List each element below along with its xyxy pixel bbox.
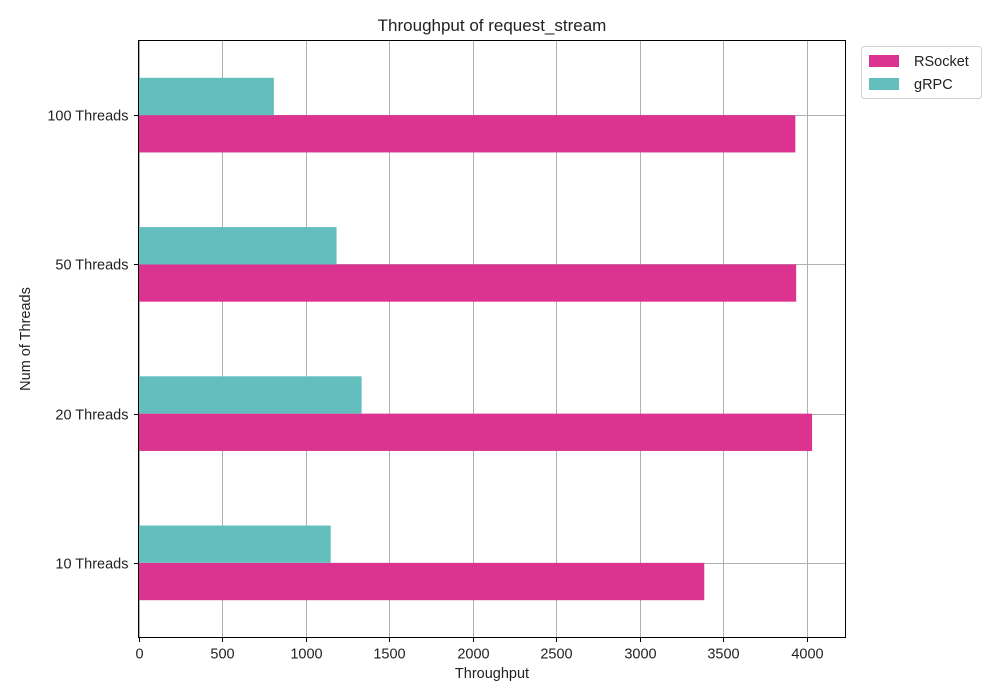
bar-rsocket bbox=[138, 264, 797, 302]
bar-rsocket bbox=[138, 413, 813, 451]
bar-grpc bbox=[138, 376, 362, 414]
bars-group bbox=[138, 77, 813, 601]
x-axis-label: Throughput bbox=[455, 666, 529, 682]
x-tick-label: 3000 bbox=[624, 647, 656, 663]
y-tick-label: 100 Threads bbox=[47, 109, 128, 125]
x-tick-label: 1000 bbox=[290, 647, 322, 663]
bar-grpc bbox=[138, 227, 337, 265]
chart-title: Throughput of request_stream bbox=[378, 16, 607, 35]
legend: RSocket gRPC bbox=[861, 46, 982, 99]
y-tick-label: 10 Threads bbox=[55, 557, 128, 573]
x-tick-label: 2500 bbox=[540, 647, 572, 663]
bar-rsocket bbox=[138, 115, 796, 153]
y-tick-label: 20 Threads bbox=[55, 408, 128, 424]
x-tick-label: 4000 bbox=[791, 647, 823, 663]
x-tick-label: 500 bbox=[210, 647, 234, 663]
bar-rsocket bbox=[138, 562, 705, 601]
plot-frame bbox=[138, 40, 846, 638]
bar-grpc bbox=[138, 525, 331, 563]
legend-label-grpc: gRPC bbox=[914, 77, 953, 93]
x-tick-label: 1500 bbox=[373, 647, 405, 663]
y-axis-ticks: 10 Threads 20 Threads 50 Threads 100 Thread… bbox=[47, 109, 139, 573]
y-tick-label: 50 Threads bbox=[55, 258, 128, 274]
legend-swatch-rsocket bbox=[869, 55, 899, 67]
bar-grpc bbox=[138, 77, 274, 116]
x-tick-label: 0 bbox=[135, 647, 143, 663]
x-axis-ticks: 0 500 1000 1500 2000 2500 3000 3500 4000 bbox=[135, 637, 824, 663]
y-axis-label: Num of Threads bbox=[18, 287, 34, 391]
legend-swatch-grpc bbox=[869, 78, 899, 90]
legend-label-rsocket: RSocket bbox=[914, 54, 969, 70]
x-tick-label: 2000 bbox=[457, 647, 489, 663]
x-tick-label: 3500 bbox=[707, 647, 739, 663]
